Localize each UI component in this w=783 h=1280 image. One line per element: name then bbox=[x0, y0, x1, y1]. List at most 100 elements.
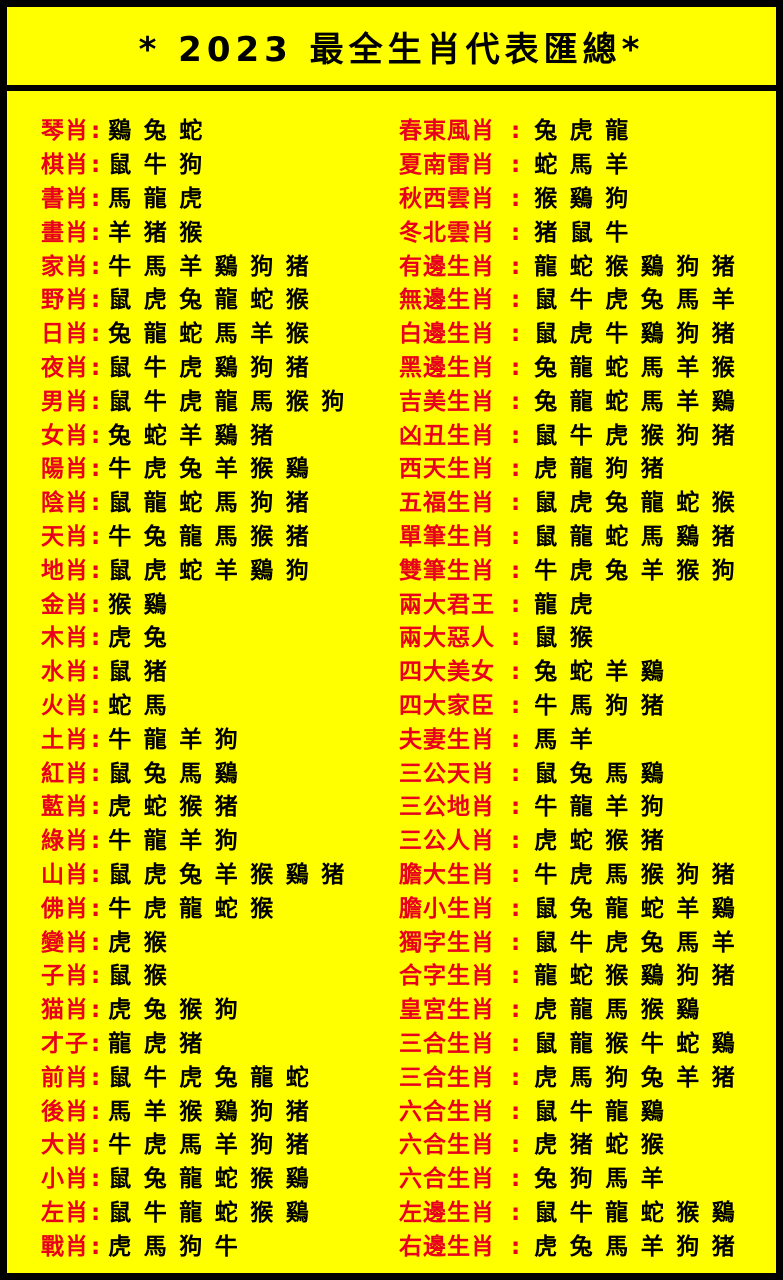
zodiac-animals: 鼠兔馬鷄 bbox=[534, 763, 676, 786]
label-colon: : bbox=[91, 323, 100, 346]
zodiac-row: 野肖: 鼠虎兔龍蛇猴 bbox=[41, 284, 357, 318]
category-label: 六合生肖 bbox=[399, 1101, 509, 1124]
label-colon: : bbox=[511, 763, 520, 786]
category-label: 變肖 bbox=[41, 932, 89, 955]
zodiac-animals: 鼠牛虎龍馬猴狗 bbox=[108, 391, 357, 414]
category-label: 棋肖 bbox=[41, 154, 89, 177]
zodiac-row: 膽大生肖: 牛虎馬猴狗猪 bbox=[399, 859, 747, 893]
label-colon: : bbox=[511, 256, 520, 279]
zodiac-animals: 虎馬狗兔羊猪 bbox=[534, 1067, 747, 1090]
label-colon: : bbox=[511, 1033, 520, 1056]
zodiac-animals: 鼠牛龍蛇猴鷄 bbox=[108, 1202, 321, 1225]
zodiac-row: 右邊生肖: 虎兔馬羊狗猪 bbox=[399, 1230, 747, 1264]
zodiac-animals: 兔龍蛇馬羊猴 bbox=[108, 323, 321, 346]
zodiac-row: 水肖: 鼠猪 bbox=[41, 656, 357, 690]
zodiac-row: 有邊生肖: 龍蛇猴鷄狗猪 bbox=[399, 250, 747, 284]
label-colon: : bbox=[91, 999, 100, 1022]
zodiac-row: 書肖: 馬龍虎 bbox=[41, 183, 357, 217]
zodiac-row: 女肖: 兔蛇羊鷄猪 bbox=[41, 419, 357, 453]
zodiac-animals: 鼠牛龍蛇猴鷄 bbox=[534, 1202, 747, 1225]
label-colon: : bbox=[511, 1067, 520, 1090]
zodiac-row: 五福生肖: 鼠虎兔龍蛇猴 bbox=[399, 487, 747, 521]
category-label: 女肖 bbox=[41, 425, 89, 448]
label-colon: : bbox=[511, 661, 520, 684]
category-label: 地肖 bbox=[41, 560, 89, 583]
zodiac-row: 四大家臣: 牛馬狗猪 bbox=[399, 690, 747, 724]
category-label: 綠肖 bbox=[41, 830, 89, 853]
zodiac-row: 木肖: 虎兔 bbox=[41, 622, 357, 656]
zodiac-row: 山肖: 鼠虎兔羊猴鷄猪 bbox=[41, 859, 357, 893]
zodiac-row: 陰肖: 鼠龍蛇馬狗猪 bbox=[41, 487, 357, 521]
zodiac-row: 陽肖: 牛虎兔羊猴鷄 bbox=[41, 453, 357, 487]
category-label: 才子 bbox=[41, 1033, 89, 1056]
category-label: 黑邊生肖 bbox=[399, 357, 509, 380]
label-colon: : bbox=[511, 120, 520, 143]
label-colon: : bbox=[511, 932, 520, 955]
zodiac-row: 地肖: 鼠虎蛇羊鷄狗 bbox=[41, 554, 357, 588]
label-colon: : bbox=[91, 898, 100, 921]
category-label: 凶丑生肖 bbox=[399, 425, 509, 448]
label-colon: : bbox=[91, 763, 100, 786]
page-title: * 2023 最全生肖代表匯總* bbox=[139, 22, 645, 71]
zodiac-animals: 牛虎龍蛇猴 bbox=[108, 898, 286, 921]
zodiac-animals: 虎蛇猴猪 bbox=[108, 796, 250, 819]
zodiac-row: 三公人肖: 虎蛇猴猪 bbox=[399, 825, 747, 859]
zodiac-animals: 牛虎兔羊猴狗 bbox=[534, 560, 747, 583]
label-colon: : bbox=[511, 323, 520, 346]
zodiac-row: 三合生肖: 虎馬狗兔羊猪 bbox=[399, 1061, 747, 1095]
zodiac-row: 畫肖: 羊猪猴 bbox=[41, 216, 357, 250]
label-colon: : bbox=[511, 627, 520, 650]
zodiac-row: 冬北雲肖: 猪鼠牛 bbox=[399, 216, 747, 250]
label-colon: : bbox=[91, 154, 100, 177]
category-label: 四大家臣 bbox=[399, 695, 509, 718]
label-colon: : bbox=[511, 695, 520, 718]
label-colon: : bbox=[91, 796, 100, 819]
label-colon: : bbox=[511, 425, 520, 448]
label-colon: : bbox=[511, 830, 520, 853]
zodiac-animals: 虎兔 bbox=[108, 627, 179, 650]
category-label: 琴肖 bbox=[41, 120, 89, 143]
label-colon: : bbox=[511, 526, 520, 549]
label-colon: : bbox=[91, 391, 100, 414]
category-label: 膽小生肖 bbox=[399, 898, 509, 921]
category-label: 無邊生肖 bbox=[399, 289, 509, 312]
label-colon: : bbox=[511, 188, 520, 211]
zodiac-animals: 牛虎馬猴狗猪 bbox=[534, 864, 747, 887]
label-colon: : bbox=[91, 695, 100, 718]
zodiac-row: 土肖: 牛龍羊狗 bbox=[41, 723, 357, 757]
zodiac-animals: 鼠虎牛鷄狗猪 bbox=[534, 323, 747, 346]
zodiac-row: 兩大惡人: 鼠猴 bbox=[399, 622, 747, 656]
label-colon: : bbox=[511, 289, 520, 312]
category-label: 三合生肖 bbox=[399, 1033, 509, 1056]
label-colon: : bbox=[91, 425, 100, 448]
category-label: 水肖 bbox=[41, 661, 89, 684]
category-label: 皇宮生肖 bbox=[399, 999, 509, 1022]
category-label: 夜肖 bbox=[41, 357, 89, 380]
label-colon: : bbox=[91, 1168, 100, 1191]
zodiac-animals: 虎蛇猴猪 bbox=[534, 830, 676, 853]
zodiac-row: 雙筆生肖: 牛虎兔羊猴狗 bbox=[399, 554, 747, 588]
zodiac-animals: 龍虎猪 bbox=[108, 1033, 215, 1056]
zodiac-row: 夜肖: 鼠牛虎鷄狗猪 bbox=[41, 352, 357, 386]
zodiac-animals: 鼠牛虎猴狗猪 bbox=[534, 425, 747, 448]
zodiac-row: 三公地肖: 牛龍羊狗 bbox=[399, 791, 747, 825]
label-colon: : bbox=[91, 492, 100, 515]
label-colon: : bbox=[91, 560, 100, 583]
category-label: 膽大生肖 bbox=[399, 864, 509, 887]
category-label: 兩大惡人 bbox=[399, 627, 509, 650]
label-colon: : bbox=[511, 1168, 520, 1191]
category-label: 戰肖 bbox=[41, 1236, 89, 1259]
category-label: 土肖 bbox=[41, 729, 89, 752]
zodiac-row: 前肖: 鼠牛虎兔龍蛇 bbox=[41, 1061, 357, 1095]
category-label: 小肖 bbox=[41, 1168, 89, 1191]
zodiac-row: 春東風肖: 兔虎龍 bbox=[399, 115, 747, 149]
zodiac-animals: 羊猪猴 bbox=[108, 222, 215, 245]
zodiac-animals: 鼠虎兔龍蛇猴 bbox=[534, 492, 747, 515]
label-colon: : bbox=[511, 864, 520, 887]
zodiac-row: 火肖: 蛇馬 bbox=[41, 690, 357, 724]
category-label: 雙筆生肖 bbox=[399, 560, 509, 583]
category-label: 大肖 bbox=[41, 1134, 89, 1157]
zodiac-animals: 鼠虎蛇羊鷄狗 bbox=[108, 560, 321, 583]
category-label: 夏南雷肖 bbox=[399, 154, 509, 177]
zodiac-row: 秋西雲肖: 猴鷄狗 bbox=[399, 183, 747, 217]
